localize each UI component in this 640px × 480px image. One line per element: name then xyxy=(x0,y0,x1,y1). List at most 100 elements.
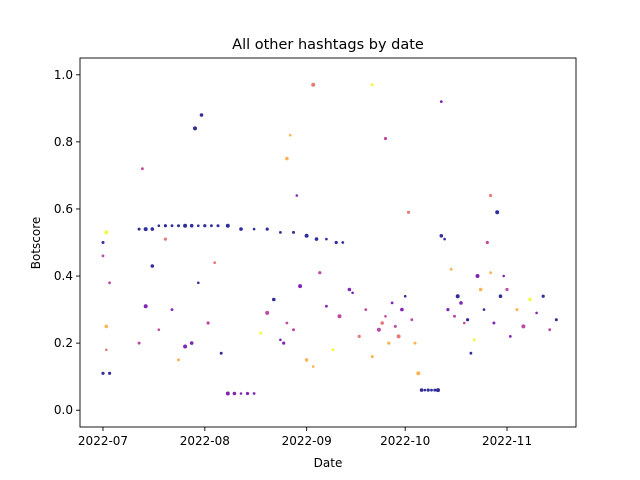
data-point xyxy=(508,335,512,338)
plot-frame xyxy=(79,57,577,428)
data-point xyxy=(104,230,109,235)
data-point xyxy=(410,318,414,322)
data-point xyxy=(265,310,270,315)
y-axis-label: Botscore xyxy=(29,217,43,270)
data-point xyxy=(298,284,303,289)
data-point xyxy=(213,261,217,264)
data-point xyxy=(396,334,401,339)
data-point xyxy=(143,227,148,232)
data-point xyxy=(393,324,397,328)
data-point xyxy=(337,314,342,319)
data-point xyxy=(318,271,322,275)
data-point xyxy=(495,210,500,215)
data-point xyxy=(515,308,519,312)
data-point xyxy=(535,311,538,315)
data-point xyxy=(157,328,161,332)
data-point xyxy=(295,194,299,197)
data-point xyxy=(406,210,411,214)
data-point xyxy=(292,230,295,234)
data-point xyxy=(245,391,250,396)
data-point xyxy=(259,331,263,335)
data-point xyxy=(351,291,354,295)
data-point xyxy=(101,254,105,258)
data-point xyxy=(105,348,108,352)
data-point xyxy=(370,83,374,87)
data-point xyxy=(498,294,503,299)
data-point xyxy=(439,234,444,238)
data-point xyxy=(384,315,387,318)
data-point xyxy=(279,338,282,342)
data-point xyxy=(183,223,188,228)
data-point xyxy=(163,237,167,241)
x-tick-label: 2022-08 xyxy=(180,434,230,448)
data-point xyxy=(325,304,328,308)
data-point xyxy=(413,341,417,345)
data-point xyxy=(400,307,404,312)
data-point xyxy=(505,287,509,292)
data-point xyxy=(453,314,456,318)
data-point xyxy=(210,224,213,228)
data-point xyxy=(304,358,309,362)
data-point xyxy=(528,297,532,302)
data-point xyxy=(469,351,473,355)
data-point xyxy=(203,224,207,228)
data-point xyxy=(436,388,440,393)
y-tick-label: 0.0 xyxy=(54,403,73,417)
data-point xyxy=(285,321,289,325)
data-point xyxy=(282,341,286,345)
y-tick-label: 1.0 xyxy=(54,68,73,82)
data-point xyxy=(219,351,223,355)
data-point xyxy=(101,241,105,244)
data-point xyxy=(170,308,174,311)
data-point xyxy=(101,371,105,375)
data-point xyxy=(387,341,391,345)
data-point xyxy=(502,274,506,278)
y-tick-label: 0.6 xyxy=(54,202,73,216)
data-point xyxy=(430,388,433,392)
data-point xyxy=(137,227,141,231)
data-point xyxy=(288,133,292,137)
data-point xyxy=(482,308,486,311)
data-point xyxy=(548,328,552,332)
data-point xyxy=(285,156,289,161)
data-point xyxy=(239,392,243,395)
data-point xyxy=(390,301,394,305)
data-point xyxy=(357,334,361,338)
data-point xyxy=(311,82,316,87)
data-point xyxy=(423,388,427,392)
y-tick-label: 0.4 xyxy=(54,269,73,283)
data-point xyxy=(216,224,220,228)
data-point xyxy=(347,287,352,292)
data-point xyxy=(489,271,492,275)
x-tick-label: 2022-09 xyxy=(282,434,332,448)
data-point xyxy=(475,274,480,278)
data-point xyxy=(370,355,374,359)
x-axis-label: Date xyxy=(314,456,343,470)
data-point xyxy=(232,391,237,396)
data-point xyxy=(183,344,188,349)
data-point xyxy=(463,321,466,325)
data-point xyxy=(189,341,194,345)
data-point xyxy=(439,100,443,103)
x-axis: 2022-07 2022-08 2022-09 2022-10 2022-11 xyxy=(78,427,532,448)
data-point xyxy=(197,281,200,285)
data-point xyxy=(157,224,161,227)
data-point xyxy=(177,358,180,362)
data-point xyxy=(197,224,200,227)
data-point xyxy=(521,324,526,329)
data-point xyxy=(292,328,295,332)
data-point xyxy=(199,113,204,117)
data-point xyxy=(376,327,381,332)
data-point xyxy=(252,227,256,231)
data-point xyxy=(265,227,269,231)
data-point xyxy=(364,308,368,311)
data-point xyxy=(383,136,388,141)
x-tick-label: 2022-07 xyxy=(78,434,128,448)
data-point xyxy=(419,388,424,392)
data-point xyxy=(403,294,407,298)
data-point xyxy=(150,227,155,231)
data-point xyxy=(311,365,315,368)
data-point xyxy=(252,392,256,395)
